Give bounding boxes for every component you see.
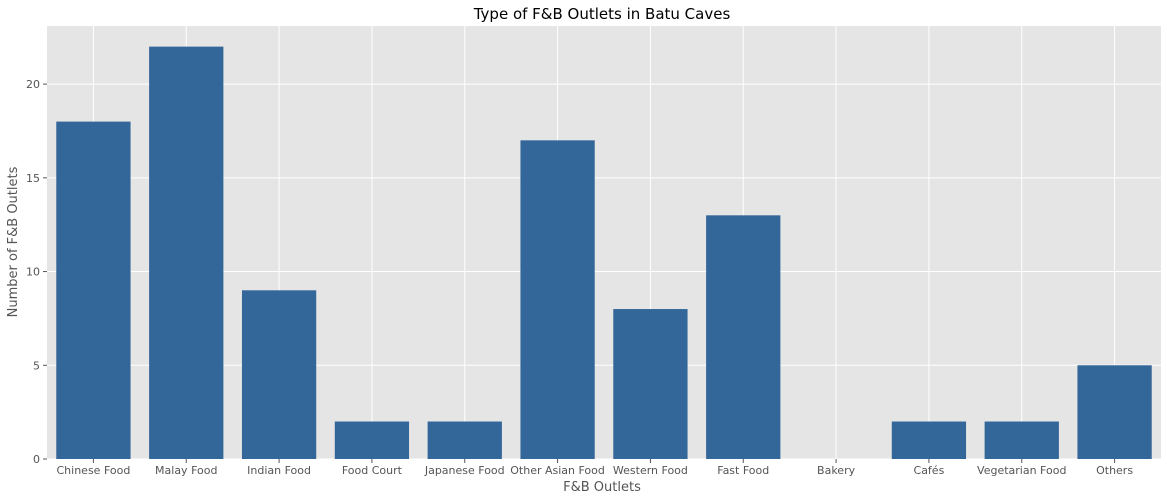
bars (56, 46, 1152, 460)
y-tick-label: 5 (33, 359, 40, 372)
bar-western-food (613, 309, 688, 459)
bar-malay-food (149, 46, 224, 459)
plot-area (47, 26, 1161, 459)
x-tick-label: Other Asian Food (510, 464, 605, 477)
bar-vegetarian-food (984, 421, 1059, 459)
bar-japanese-food (427, 421, 502, 459)
bar-other-asian-food (520, 140, 595, 460)
x-tick-label: Others (1096, 464, 1133, 477)
y-axis-label: Number of F&B Outlets (6, 166, 21, 317)
y-tick-label: 10 (26, 266, 40, 279)
x-tick-label: Western Food (613, 464, 688, 477)
bar-others (1077, 365, 1152, 459)
x-tick-label: Cafés (914, 464, 945, 477)
bar-food-court (334, 421, 410, 459)
x-tick-label: Vegetarian Food (977, 464, 1066, 477)
bar-caf-s (891, 421, 967, 459)
x-axis-label: F&B Outlets (563, 480, 641, 495)
x-tick-label: Indian Food (247, 464, 311, 477)
bar-indian-food (241, 290, 317, 459)
x-tick-label: Japanese Food (424, 464, 505, 477)
y-axis-ticks: 0 5 10 15 20 (26, 78, 47, 466)
y-tick-label: 20 (26, 78, 40, 91)
x-tick-label: Food Court (342, 464, 403, 477)
x-tick-label: Fast Food (717, 464, 769, 477)
bar-chinese-food (56, 121, 131, 459)
y-tick-label: 15 (26, 172, 40, 185)
chart-title: Type of F&B Outlets in Batu Caves (473, 5, 731, 23)
y-tick-label: 0 (33, 453, 40, 466)
x-axis-ticks: Chinese Food Malay Food Indian Food Food Co… (57, 459, 1133, 477)
x-tick-label: Malay Food (155, 464, 217, 477)
x-tick-label: Chinese Food (57, 464, 131, 477)
x-tick-label: Bakery (817, 464, 856, 477)
bar-fast-food (706, 215, 781, 459)
